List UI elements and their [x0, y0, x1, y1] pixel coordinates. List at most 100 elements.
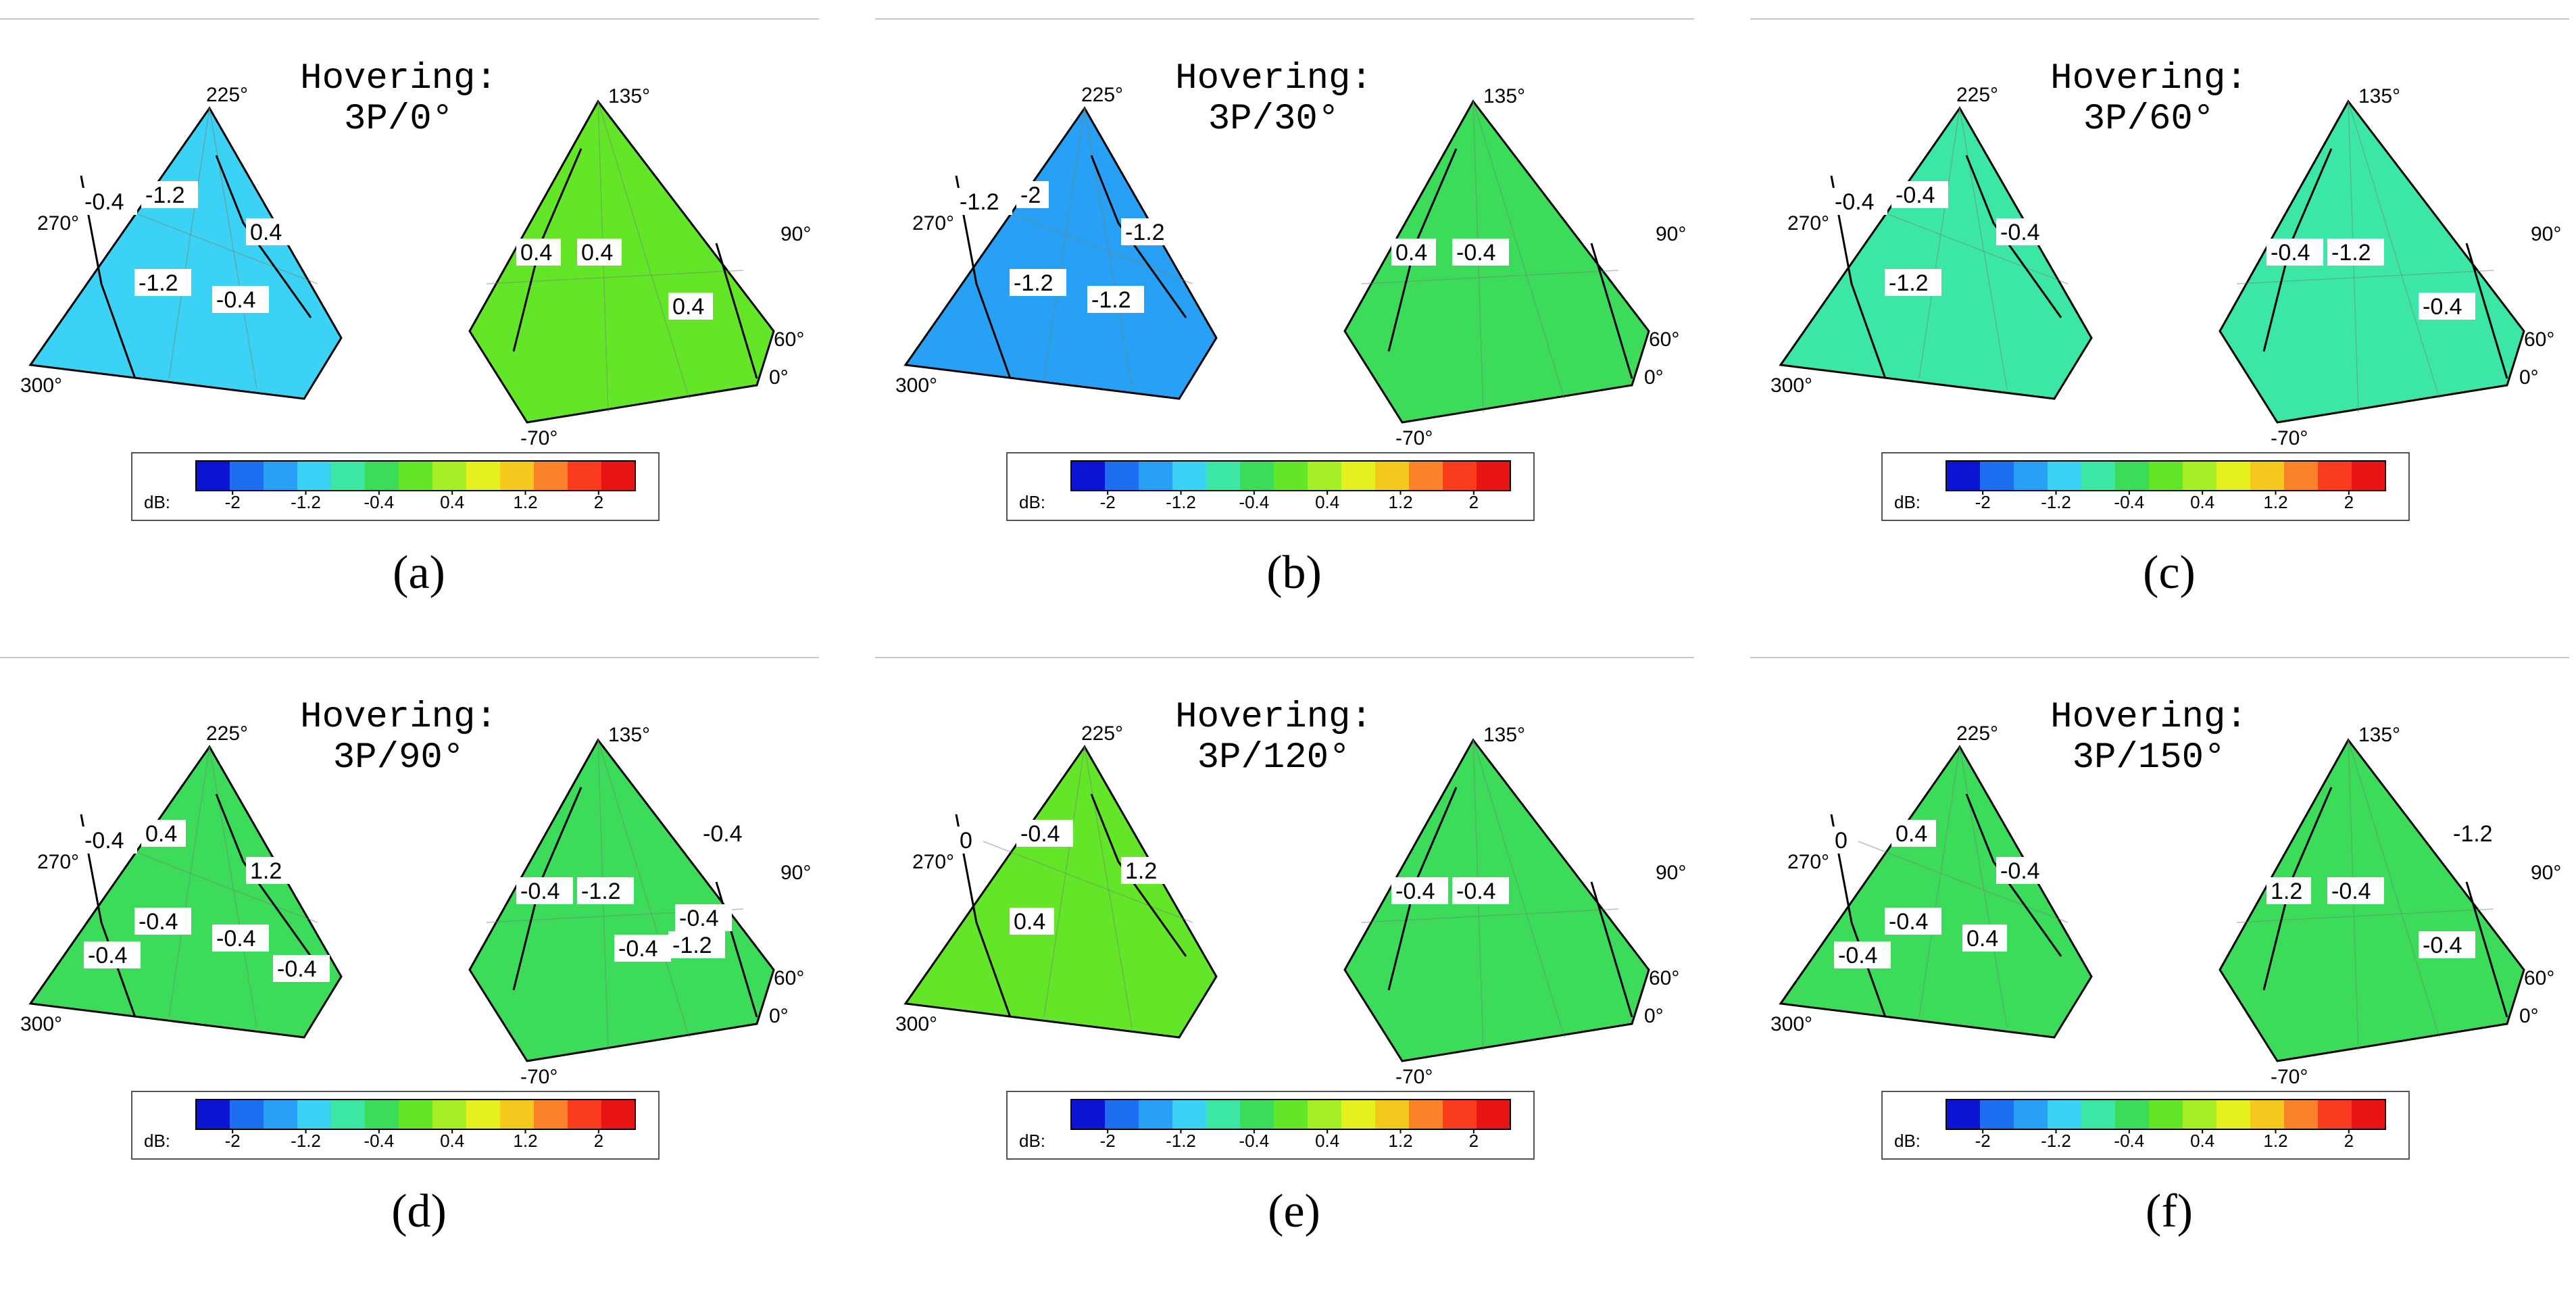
angle-label: 270°	[912, 851, 954, 873]
contour-label-box	[1834, 941, 1891, 968]
contour-label: -0.4	[88, 943, 128, 968]
colorbar-swatch	[601, 1100, 636, 1129]
contour-label-box	[273, 955, 330, 982]
left-grid-line	[107, 202, 318, 285]
contour-label: -0.4	[2423, 933, 2462, 958]
colorbar-tick-label: -0.4	[364, 492, 394, 512]
panel-e: Hovering:3P/120° 225° 270° 300° 135° 90° 60° 0°…	[875, 657, 1694, 1237]
contour-label-box	[141, 820, 186, 847]
colorbar-swatch	[1308, 461, 1342, 491]
angle-label: 135°	[608, 85, 650, 107]
right-grid-line	[2236, 270, 2494, 285]
angle-label: 270°	[912, 212, 954, 235]
contour-label-box	[212, 925, 269, 952]
contour-label-box	[1391, 239, 1436, 266]
contour-label: -1.2	[672, 933, 712, 958]
contour-label-box	[1831, 827, 1851, 854]
colorbar-swatch	[2115, 1100, 2150, 1129]
angle-label: 300°	[895, 374, 937, 397]
contour-label: -0.4	[1838, 943, 1878, 968]
contour-label: 1.2	[250, 858, 282, 884]
left-contour-line	[215, 793, 312, 957]
contour-label-box	[1885, 908, 1941, 935]
angle-label: 300°	[20, 374, 62, 397]
angle-label: 0°	[1644, 1005, 1664, 1027]
panel-title-line2: 3P/90°	[333, 737, 464, 779]
left-contour-line	[1965, 155, 2062, 318]
colorbar-swatch	[568, 1100, 602, 1129]
left-sector-surface	[903, 106, 1218, 400]
contour-label-box	[1891, 820, 1936, 847]
contour-label-box	[2267, 877, 2311, 904]
colorbar-swatch	[1308, 1100, 1342, 1129]
contour-label: 0.4	[1966, 926, 1998, 952]
contour-label-box	[614, 935, 671, 962]
contour-label-box	[1452, 239, 1509, 266]
contour-label: -1.2	[2331, 240, 2371, 266]
colorbar-swatch	[2014, 461, 2048, 491]
contour-label: -1.2	[2453, 821, 2493, 847]
angle-label: 90°	[781, 223, 811, 245]
colorbar-swatch	[2318, 461, 2352, 491]
left-grid-line	[107, 841, 318, 923]
colorbar-tick-label: 2	[2344, 1131, 2354, 1151]
colorbar-swatch	[2048, 461, 2082, 491]
contour-label-box	[956, 188, 1012, 215]
colorbar-tick-label: 1.2	[513, 1131, 537, 1151]
angle-label: 60°	[774, 328, 804, 351]
contour-label-box	[141, 181, 198, 208]
contour-label-box	[80, 827, 137, 854]
contour-label: -2	[1020, 182, 1041, 208]
left-sector-surface	[903, 745, 1218, 1039]
colorbar-swatch	[1946, 461, 1981, 491]
colorbar-tick-label: -0.4	[364, 1131, 394, 1151]
contour-label: -0.4	[84, 189, 124, 215]
contour-label-box	[134, 908, 191, 935]
left-sector-surface	[28, 106, 343, 400]
panel-caption: (a)	[393, 547, 445, 599]
contour-label-box	[2327, 239, 2384, 266]
panel-c: Hovering:3P/60° 225° 270° 300° 135° 90° 60° 0° -…	[1750, 18, 2569, 599]
colorbar-tick-label: 0.4	[440, 1131, 464, 1151]
right-contour-line	[2465, 881, 2508, 1018]
right-contour-line	[715, 243, 758, 379]
colorbar-swatch	[1071, 461, 1106, 491]
panel-d: Hovering:3P/90° 225° 270° 300° 135° 90° 60° 0° -…	[0, 657, 819, 1237]
angle-label: 270°	[37, 851, 79, 873]
contour-label: -0.4	[1456, 879, 1496, 904]
panel-title-line1: Hovering:	[2050, 697, 2248, 738]
colorbar-tick-label: -2	[1975, 492, 1991, 512]
colorbar-swatch	[2284, 461, 2319, 491]
contour-label: 0.4	[1395, 240, 1427, 266]
contour-label-box	[956, 827, 976, 854]
right-contour-line	[2465, 243, 2508, 379]
colorbar-tick-label: 2	[1469, 1131, 1479, 1151]
angle-label: 135°	[2358, 724, 2400, 746]
panel-title-line2: 3P/30°	[1208, 99, 1339, 140]
angle-label: 60°	[1649, 328, 1679, 351]
colorbar-unit-label: dB:	[144, 1131, 170, 1151]
colorbar-swatch	[2149, 461, 2183, 491]
colorbar-swatch	[1240, 1100, 1274, 1129]
left-grid-line	[209, 107, 257, 389]
contour-label: -0.4	[1456, 240, 1496, 266]
contour-label: -0.4	[2000, 858, 2040, 884]
panel-caption: (d)	[391, 1185, 447, 1237]
colorbar-tick-label: 1.2	[1388, 492, 1412, 512]
right-grid-line	[2348, 739, 2440, 1038]
colorbar-swatch	[1477, 461, 1511, 491]
left-grid-line	[168, 746, 210, 1018]
colorbar-outline	[1946, 460, 2386, 491]
colorbar-swatch	[2081, 461, 2116, 491]
angle-label: 300°	[895, 1013, 937, 1035]
right-grid-line	[486, 270, 744, 285]
colorbar-tick-label: -0.4	[1239, 492, 1269, 512]
colorbar-tick-label: 2	[2344, 492, 2354, 512]
colorbar-tick-label: 1.2	[513, 492, 537, 512]
panel-title-line1: Hovering:	[1175, 697, 1372, 738]
panel-title-line2: 3P/120°	[1197, 737, 1351, 779]
colorbar-swatch	[230, 461, 264, 491]
colorbar-outline	[195, 1099, 636, 1130]
colorbar-tick-label: 0.4	[1315, 492, 1339, 512]
contour-label-box	[1885, 269, 1941, 296]
